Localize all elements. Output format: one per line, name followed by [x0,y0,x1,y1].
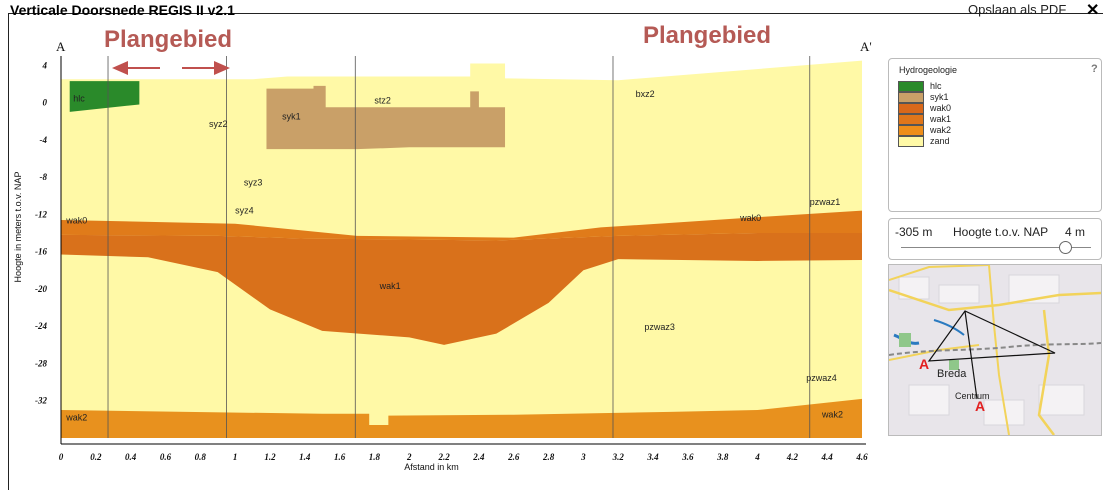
x-tick-label: 0.4 [125,452,137,462]
x-tick-label: 4.2 [786,452,799,462]
height-slider-panel: -305 m Hoogte t.o.v. NAP 4 m [888,218,1102,260]
layer-label: syz3 [244,178,263,188]
y-tick-label: -16 [35,247,47,257]
layer-label: syz4 [235,205,254,215]
legend-swatch [898,136,924,147]
slider-title: Hoogte t.o.v. NAP [953,225,1048,239]
layer-label: syz2 [209,119,228,129]
x-tick-label: 4 [754,452,760,462]
layer-label: wak2 [821,410,843,420]
save-pdf-link[interactable]: Opslaan als PDF [968,2,1066,17]
layer-label: wak2 [65,412,87,422]
legend-label: zand [930,136,950,146]
x-tick-label: 1 [233,452,238,462]
slider-max-label: 4 m [1065,225,1085,239]
legend-label: hlc [930,81,942,91]
x-tick-label: 3 [580,452,586,462]
y-tick-label: -32 [35,396,47,406]
x-tick-label: 0.2 [90,452,102,462]
map-city-label: Breda [937,368,967,380]
map-marker-a-left: A [919,356,929,372]
legend-label: wak2 [930,125,951,135]
close-icon[interactable]: ✕ [1086,0,1099,20]
y-tick-label: -12 [35,209,47,219]
legend-swatch [898,81,924,92]
plangebied-label-left: Plangebied [104,26,232,54]
legend-swatch [898,114,924,125]
legend-label: syk1 [930,92,949,102]
layer-label: wak0 [65,216,87,226]
layer-label: stz2 [374,96,391,106]
x-tick-label: 1.4 [299,452,311,462]
layer-label: hlc [73,94,85,104]
x-axis-title: Afstand in km [404,462,459,472]
map-graphic: A A Breda Centrum [889,265,1101,435]
y-axis-title: Hoogte in meters t.o.v. NAP [13,172,23,283]
legend-swatch [898,103,924,114]
x-tick-label: 3.8 [716,452,729,462]
layer-label: wak0 [739,213,761,223]
layer-label: pzwaz4 [806,373,837,383]
legend-title: Hydrogeologie [899,65,957,75]
layer-label: pzwaz3 [644,322,675,332]
help-icon[interactable]: ? [1091,63,1098,75]
legend-swatch [898,92,924,103]
layer-label: pzwaz1 [810,197,841,207]
section-start-label: A [56,39,66,54]
legend-label: wak0 [930,103,951,113]
legend-panel: Hydrogeologie ? hlc syk1 wak0 wak1 wak2 zand [888,58,1102,212]
plangebied-label-right: Plangebied [643,22,771,50]
x-tick-label: 2.8 [542,452,555,462]
cross-section-chart: hlc syz2 syk1 stz2 bxz2 syz3 syz4 wak0 wak0 pzwaz… [0,0,880,489]
x-tick-label: 4.6 [855,452,868,462]
y-tick-label: 4 [42,60,48,70]
x-tick-label: 1.2 [264,452,276,462]
x-tick-label: 2 [406,452,412,462]
x-tick-label: 0.8 [195,452,207,462]
x-tick-label: 3.4 [646,452,659,462]
x-tick-label: 2.4 [472,452,485,462]
x-tick-label: 2.6 [507,452,520,462]
legend-swatch [898,125,924,136]
section-end-label: A' [860,39,872,54]
map-district-label: Centrum [955,391,990,401]
y-tick-label: -4 [40,135,48,145]
slider-handle[interactable] [1059,241,1072,254]
layer-label: bxz2 [636,89,655,99]
x-tick-label: 1.6 [334,452,346,462]
x-tick-label: 3.2 [612,452,625,462]
y-tick-label: -8 [40,172,48,182]
x-tick-label: 3.6 [681,452,694,462]
x-tick-label: 2.2 [437,452,450,462]
y-tick-label: -24 [35,321,47,331]
x-tick-label: 1.8 [369,452,381,462]
y-tick-label: -28 [35,358,47,368]
layer-label: wak1 [379,281,401,291]
slider-min-label: -305 m [895,225,932,239]
y-tick-label: 0 [43,98,48,108]
overview-map[interactable]: A A Breda Centrum [888,264,1102,436]
x-tick-label: 0 [59,452,64,462]
x-tick-label: 4.4 [821,452,834,462]
y-tick-label: -20 [35,284,47,294]
x-tick-label: 0.6 [160,452,172,462]
layer-label: syk1 [282,111,301,121]
legend-label: wak1 [930,114,951,124]
